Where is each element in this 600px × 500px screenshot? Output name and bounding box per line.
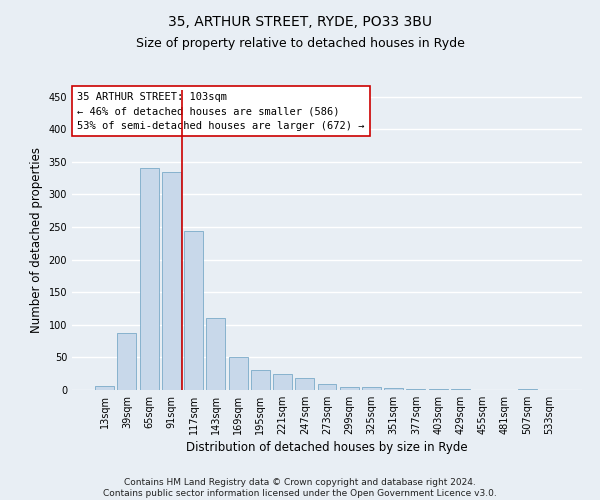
Y-axis label: Number of detached properties: Number of detached properties [30, 147, 43, 333]
Text: 35, ARTHUR STREET, RYDE, PO33 3BU: 35, ARTHUR STREET, RYDE, PO33 3BU [168, 15, 432, 29]
Text: Size of property relative to detached houses in Ryde: Size of property relative to detached ho… [136, 38, 464, 51]
Bar [206, 318, 225, 390]
Bar [317, 384, 337, 390]
Text: Contains HM Land Registry data © Crown copyright and database right 2024.
Contai: Contains HM Land Registry data © Crown c… [103, 478, 497, 498]
Bar [229, 358, 248, 390]
Bar [295, 378, 314, 390]
Bar [140, 168, 158, 390]
Bar [162, 172, 181, 390]
X-axis label: Distribution of detached houses by size in Ryde: Distribution of detached houses by size … [186, 441, 468, 454]
Bar [340, 386, 359, 390]
Bar [273, 374, 292, 390]
Bar [362, 388, 381, 390]
Bar [95, 386, 114, 390]
Bar [406, 388, 425, 390]
Bar [118, 332, 136, 390]
Bar [251, 370, 270, 390]
Bar [184, 231, 203, 390]
Bar [384, 388, 403, 390]
Text: 35 ARTHUR STREET: 103sqm
← 46% of detached houses are smaller (586)
53% of semi-: 35 ARTHUR STREET: 103sqm ← 46% of detach… [77, 92, 365, 131]
